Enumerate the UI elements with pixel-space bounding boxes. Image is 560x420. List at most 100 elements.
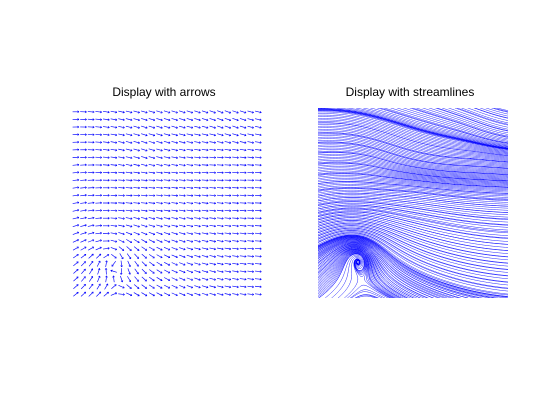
- field-arrow: [201, 148, 209, 152]
- streamline: [318, 182, 508, 195]
- streamline: [318, 173, 508, 188]
- field-arrow: [232, 171, 239, 174]
- field-arrow: [224, 141, 232, 144]
- field-arrow: [87, 163, 95, 167]
- field-arrow: [239, 171, 247, 174]
- field-arrow: [171, 171, 178, 175]
- field-arrow: [163, 224, 171, 228]
- field-arrow: [232, 156, 239, 159]
- field-arrow: [110, 133, 118, 137]
- field-arrow: [224, 209, 232, 213]
- streamline: [318, 249, 398, 298]
- streamline: [318, 129, 508, 160]
- field-arrow: [118, 194, 125, 197]
- streamline: [318, 149, 508, 174]
- field-arrow: [80, 118, 87, 121]
- field-arrow: [194, 156, 201, 159]
- streamline: [318, 166, 508, 184]
- field-arrow: [171, 125, 178, 129]
- field-arrow: [179, 133, 186, 137]
- field-arrow: [163, 247, 171, 251]
- field-arrow: [104, 283, 109, 290]
- field-arrow: [140, 186, 148, 190]
- field-arrow: [216, 186, 224, 190]
- field-arrow: [186, 269, 194, 274]
- field-arrow: [255, 133, 262, 137]
- field-arrow: [72, 239, 79, 243]
- field-arrow: [156, 202, 163, 205]
- field-arrow: [179, 141, 186, 144]
- streamline: [318, 227, 508, 277]
- field-arrow: [209, 156, 216, 159]
- streamline: [318, 144, 508, 171]
- field-arrow: [232, 148, 239, 152]
- field-arrow: [179, 156, 186, 159]
- field-arrow: [163, 148, 171, 152]
- field-arrow: [186, 292, 194, 297]
- field-arrow: [247, 247, 254, 251]
- field-arrow: [232, 270, 239, 273]
- field-arrow: [72, 201, 80, 204]
- field-arrow: [73, 284, 79, 289]
- field-arrow: [118, 156, 125, 159]
- field-arrow: [224, 247, 232, 251]
- field-arrow: [88, 291, 94, 297]
- streamline: [318, 204, 508, 226]
- field-arrow: [133, 284, 140, 289]
- field-arrow: [247, 186, 254, 190]
- field-arrow: [125, 179, 133, 182]
- field-arrow: [209, 171, 216, 174]
- streamline: [318, 179, 508, 193]
- field-arrow: [217, 110, 224, 114]
- field-arrow: [171, 217, 178, 220]
- field-arrow: [133, 246, 140, 251]
- field-arrow: [95, 216, 102, 220]
- streamline: [318, 211, 508, 239]
- field-arrow: [194, 285, 201, 289]
- field-arrow: [125, 201, 133, 205]
- field-arrow: [178, 209, 186, 213]
- field-arrow: [247, 224, 254, 228]
- field-arrow: [118, 201, 125, 205]
- field-arrow: [224, 293, 232, 296]
- field-arrow: [72, 125, 80, 129]
- field-arrow: [95, 163, 102, 167]
- field-arrow: [133, 239, 140, 244]
- field-arrow: [156, 133, 163, 137]
- field-arrow: [232, 262, 239, 266]
- field-arrow: [186, 164, 194, 167]
- field-arrow: [104, 268, 108, 275]
- streamline: [318, 244, 415, 298]
- field-arrow: [80, 156, 87, 159]
- field-arrow: [209, 125, 216, 129]
- field-arrow: [110, 179, 118, 182]
- field-arrow: [125, 118, 133, 122]
- field-arrow: [201, 277, 209, 281]
- field-arrow: [209, 209, 216, 213]
- streamline: [318, 124, 508, 157]
- streamline: [434, 108, 508, 132]
- field-arrow: [140, 201, 148, 205]
- streamline: [318, 142, 508, 169]
- streamline: [318, 143, 508, 170]
- streamline: [318, 213, 508, 242]
- streamline: [362, 108, 508, 146]
- streamline: [318, 152, 508, 176]
- field-arrow: [87, 209, 95, 212]
- streamline: [318, 233, 508, 292]
- field-arrow: [148, 209, 156, 213]
- field-arrow: [133, 186, 140, 190]
- field-arrow: [87, 148, 95, 152]
- streamline: [318, 186, 508, 200]
- streamline: [403, 108, 508, 140]
- streamline: [415, 108, 508, 137]
- streamline: [318, 239, 455, 298]
- field-arrow: [80, 291, 87, 297]
- streamline: [318, 251, 391, 298]
- field-arrow: [148, 140, 156, 144]
- field-arrow: [201, 110, 209, 114]
- streamline: [318, 200, 508, 218]
- field-arrow: [156, 125, 163, 129]
- field-arrow: [171, 247, 178, 251]
- field-arrow: [186, 186, 194, 190]
